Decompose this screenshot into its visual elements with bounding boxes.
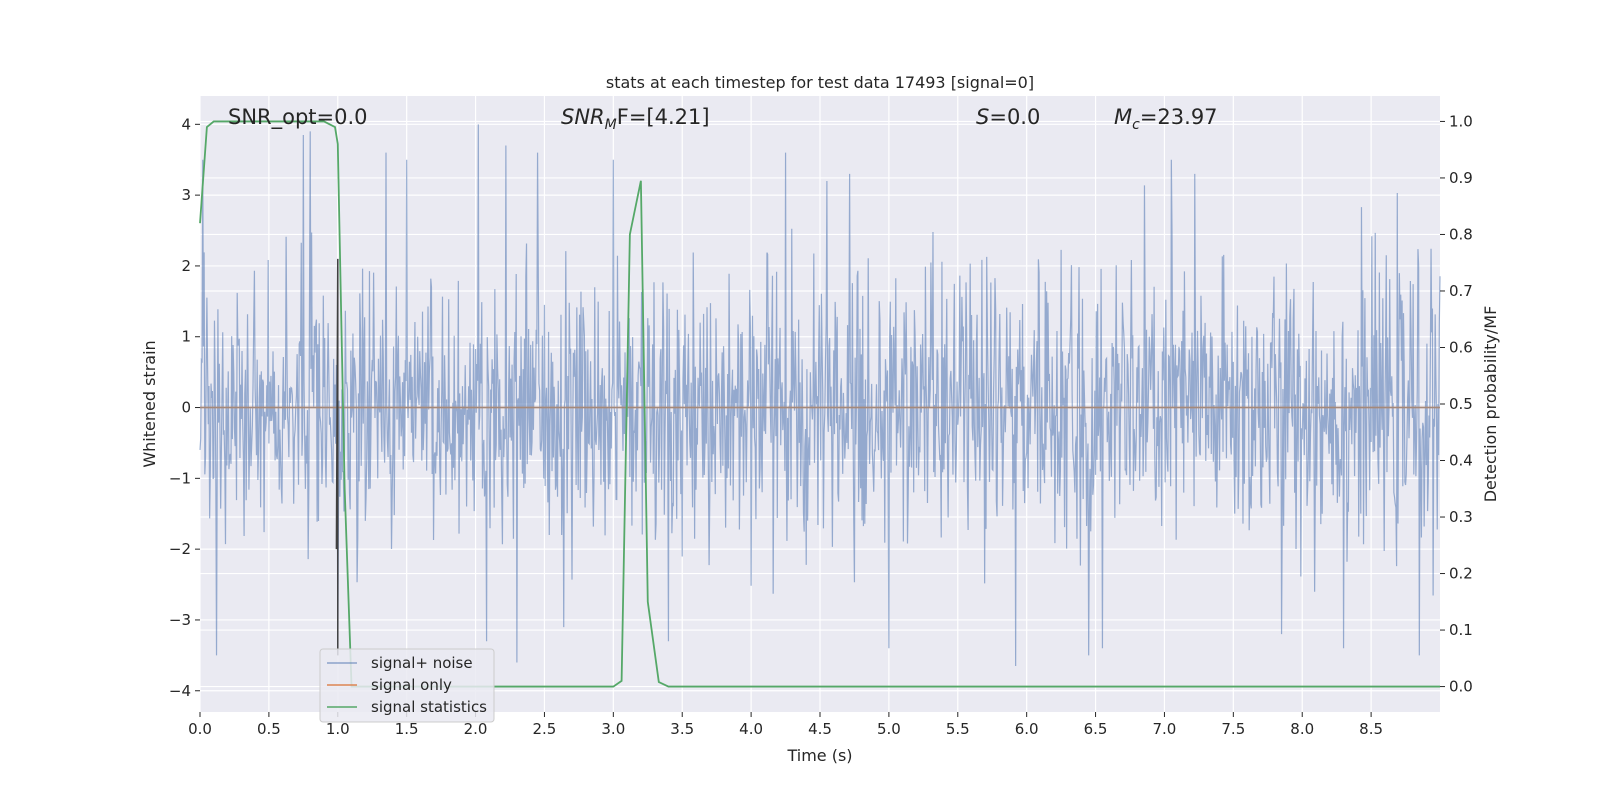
annotation: SNRMF=[4.21]	[561, 105, 710, 133]
x-tick-label: 3.0	[601, 720, 625, 738]
legend-label-signal-statistics: signal statistics	[371, 698, 487, 716]
y-axis-left: −4 −3 −2 −1 0 1 2 3 4	[169, 115, 200, 700]
x-tick-label: 0.5	[257, 720, 281, 738]
legend-label-signal-only: signal only	[371, 676, 452, 694]
x-tick-label: 3.5	[670, 720, 694, 738]
y2-tick-label: 0.4	[1449, 452, 1473, 470]
y-axis-label: Whitened strain	[140, 340, 159, 467]
legend-label-signal-noise: signal+ noise	[371, 654, 473, 672]
annotation: SNR_opt=0.0	[228, 105, 368, 130]
y-tick-label: −2	[169, 540, 191, 558]
y2-tick-label: 0.2	[1449, 565, 1473, 583]
x-tick-label: 7.5	[1221, 720, 1245, 738]
y2-tick-label: 0.8	[1449, 225, 1473, 243]
chart-marks	[199, 120, 1441, 688]
y-tick-label: 0	[181, 399, 191, 417]
chart-title: stats at each timestep for test data 174…	[606, 73, 1034, 92]
y-tick-label: −1	[169, 469, 191, 487]
x-tick-label: 2.5	[533, 720, 557, 738]
legend-box	[319, 648, 495, 723]
x-tick-label: 8.5	[1359, 720, 1383, 738]
matched-filter-marker	[335, 258, 339, 656]
x-tick-label: 8.0	[1290, 720, 1314, 738]
y2-tick-label: 0.5	[1449, 395, 1473, 413]
x-tick-label: 1.5	[395, 720, 419, 738]
x-tick-label: 6.5	[1084, 720, 1108, 738]
x-tick-label: 5.5	[946, 720, 970, 738]
x-tick-label: 7.0	[1153, 720, 1177, 738]
legend: signal+ noise signal only signal statist…	[319, 648, 495, 723]
y-tick-label: 2	[181, 257, 191, 275]
annotation: Mc=23.97	[1114, 105, 1218, 133]
x-tick-label: 4.5	[808, 720, 832, 738]
y2-tick-label: 0.9	[1449, 169, 1473, 187]
y2-tick-label: 0.6	[1449, 338, 1473, 356]
annotations: SNR_opt=0.0 SNRMF=[4.21] S=0.0 Mc=23.97	[228, 105, 1218, 133]
x-tick-label: 4.0	[739, 720, 763, 738]
x-axis-label: Time (s)	[786, 746, 852, 765]
y-tick-label: 1	[181, 328, 191, 346]
series-signal-noise	[199, 124, 1441, 666]
y-tick-label: −4	[169, 682, 191, 700]
x-tick-label: 2.0	[464, 720, 488, 738]
annotation: S=0.0	[976, 105, 1040, 129]
y2-axis-label: Detection probability/MF	[1481, 306, 1500, 503]
x-tick-label: 6.0	[1015, 720, 1039, 738]
y-tick-label: 3	[181, 186, 191, 204]
x-tick-label: 0.0	[188, 720, 212, 738]
y2-tick-label: 0.3	[1449, 508, 1473, 526]
x-tick-label: 5.0	[877, 720, 901, 738]
y2-tick-label: 0.1	[1449, 621, 1473, 639]
y2-tick-label: 1.0	[1449, 112, 1473, 130]
y-tick-label: −3	[169, 611, 191, 629]
y2-tick-label: 0.0	[1449, 678, 1473, 696]
x-tick-label: 1.0	[326, 720, 350, 738]
y-axis-right: 0.0 0.1 0.2 0.3 0.4 0.5 0.6 0.7 0.8 0.9 1.0	[1440, 112, 1473, 696]
y-tick-label: 4	[181, 115, 191, 133]
y2-tick-label: 0.7	[1449, 282, 1473, 300]
x-axis: 0.0 0.5 1.0 1.5 2.0 2.5 3.0 3.5 4.0 4.5 5.0 5.5 6.0 6…	[188, 712, 1383, 738]
